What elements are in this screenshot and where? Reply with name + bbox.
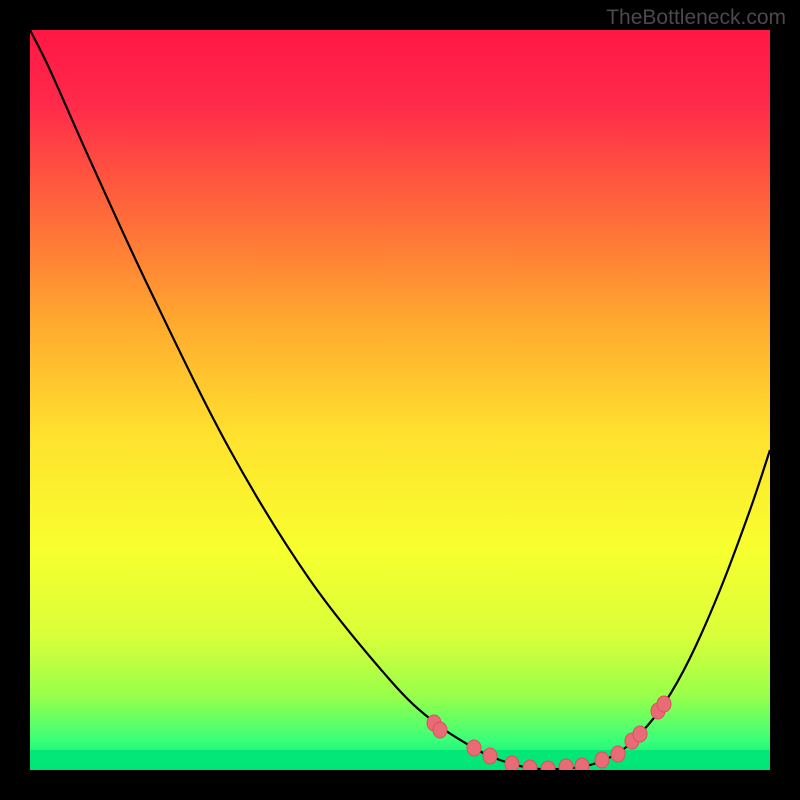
marker-point (611, 746, 625, 762)
marker-point (559, 759, 573, 770)
plot-area (30, 30, 770, 770)
chart-svg (30, 30, 770, 770)
marker-point (483, 748, 497, 764)
marker-point (595, 752, 609, 768)
marker-point (505, 756, 519, 770)
watermark: TheBottleneck.com (606, 6, 786, 30)
bottom-band (30, 750, 770, 770)
marker-point (575, 758, 589, 770)
chart-background (30, 30, 770, 770)
marker-point (633, 726, 647, 742)
marker-point (657, 696, 671, 712)
marker-point (433, 722, 447, 738)
marker-point (467, 740, 481, 756)
